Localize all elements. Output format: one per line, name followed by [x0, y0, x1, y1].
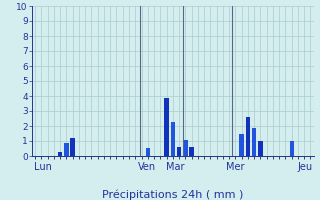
- Bar: [146, 148, 150, 156]
- Bar: [189, 147, 194, 156]
- Bar: [70, 138, 75, 156]
- Bar: [290, 141, 294, 156]
- Text: Mer: Mer: [226, 162, 244, 172]
- Bar: [171, 121, 175, 156]
- Text: Mar: Mar: [166, 162, 185, 172]
- Text: Lun: Lun: [34, 162, 52, 172]
- Bar: [177, 147, 181, 156]
- Text: Ven: Ven: [138, 162, 156, 172]
- Text: Jeu: Jeu: [298, 162, 313, 172]
- Bar: [183, 140, 188, 156]
- Bar: [239, 134, 244, 156]
- Bar: [64, 143, 68, 156]
- Bar: [252, 128, 256, 156]
- Text: Précipitations 24h ( mm ): Précipitations 24h ( mm ): [102, 189, 244, 200]
- Bar: [246, 117, 250, 156]
- Bar: [258, 141, 263, 156]
- Bar: [164, 98, 169, 156]
- Bar: [58, 152, 62, 156]
